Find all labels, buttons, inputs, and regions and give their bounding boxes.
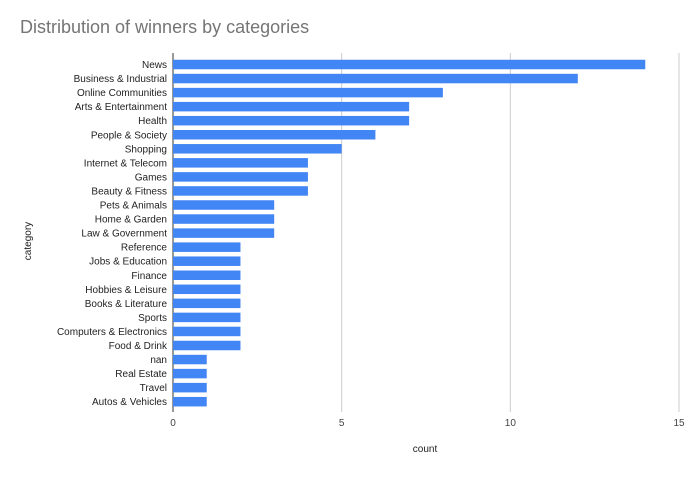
bar — [173, 200, 275, 210]
category-label: People & Society — [91, 130, 167, 141]
category-label: Travel — [140, 383, 167, 394]
category-label: Jobs & Education — [89, 257, 167, 268]
category-label: Games — [135, 172, 167, 183]
bar — [173, 115, 410, 126]
y-axis-label: category — [23, 222, 34, 260]
category-label: Law & Government — [81, 229, 167, 240]
category-label: Sports — [138, 313, 167, 324]
x-tick-label: 0 — [170, 418, 176, 429]
category-label: Food & Drink — [109, 341, 168, 352]
category-label: Health — [138, 116, 167, 127]
bars — [173, 59, 646, 407]
bar — [173, 59, 646, 70]
bar — [173, 172, 308, 182]
bar — [173, 312, 241, 323]
bar — [173, 326, 241, 337]
bar — [173, 144, 342, 154]
bar — [173, 130, 376, 140]
category-label: Computers & Electronics — [57, 327, 167, 338]
bar — [173, 340, 241, 351]
category-label: nan — [150, 355, 167, 366]
x-tick-label: 5 — [339, 418, 345, 429]
category-label: Reference — [121, 243, 168, 254]
category-label: Arts & Entertainment — [75, 102, 167, 113]
category-label: Autos & Vehicles — [92, 397, 167, 408]
category-label: News — [142, 60, 167, 71]
x-axis-label: count — [413, 444, 438, 455]
category-label: Internet & Telecom — [84, 158, 167, 169]
bar — [173, 73, 578, 84]
bar — [173, 214, 275, 224]
bar — [173, 396, 207, 407]
bar — [173, 87, 443, 98]
x-tick-label: 10 — [505, 418, 517, 429]
category-label: Beauty & Fitness — [91, 186, 167, 197]
category-label: Hobbies & Leisure — [85, 285, 167, 296]
bar — [173, 158, 308, 168]
bar — [173, 368, 207, 379]
chart-title: Distribution of winners by categories — [20, 17, 310, 37]
bar — [173, 354, 207, 365]
bar — [173, 270, 241, 280]
bar — [173, 284, 241, 295]
category-labels: News Business & Industrial Online Communit… — [57, 60, 168, 408]
category-label: Online Communities — [77, 88, 167, 99]
category-label: Real Estate — [115, 369, 167, 380]
category-label: Business & Industrial — [74, 74, 167, 85]
bar — [173, 101, 410, 112]
x-tick-label: 15 — [673, 418, 685, 429]
x-tick-labels: 0 5 10 15 — [170, 418, 685, 429]
bar — [173, 186, 308, 196]
category-label: Books & Literature — [85, 299, 168, 310]
bar — [173, 256, 241, 266]
category-label: Finance — [131, 271, 167, 282]
bar — [173, 298, 241, 309]
category-label: Shopping — [125, 144, 167, 155]
bar — [173, 242, 241, 252]
category-label: Pets & Animals — [100, 201, 167, 212]
category-label: Home & Garden — [95, 215, 167, 226]
bar — [173, 382, 207, 393]
bar — [173, 228, 275, 238]
